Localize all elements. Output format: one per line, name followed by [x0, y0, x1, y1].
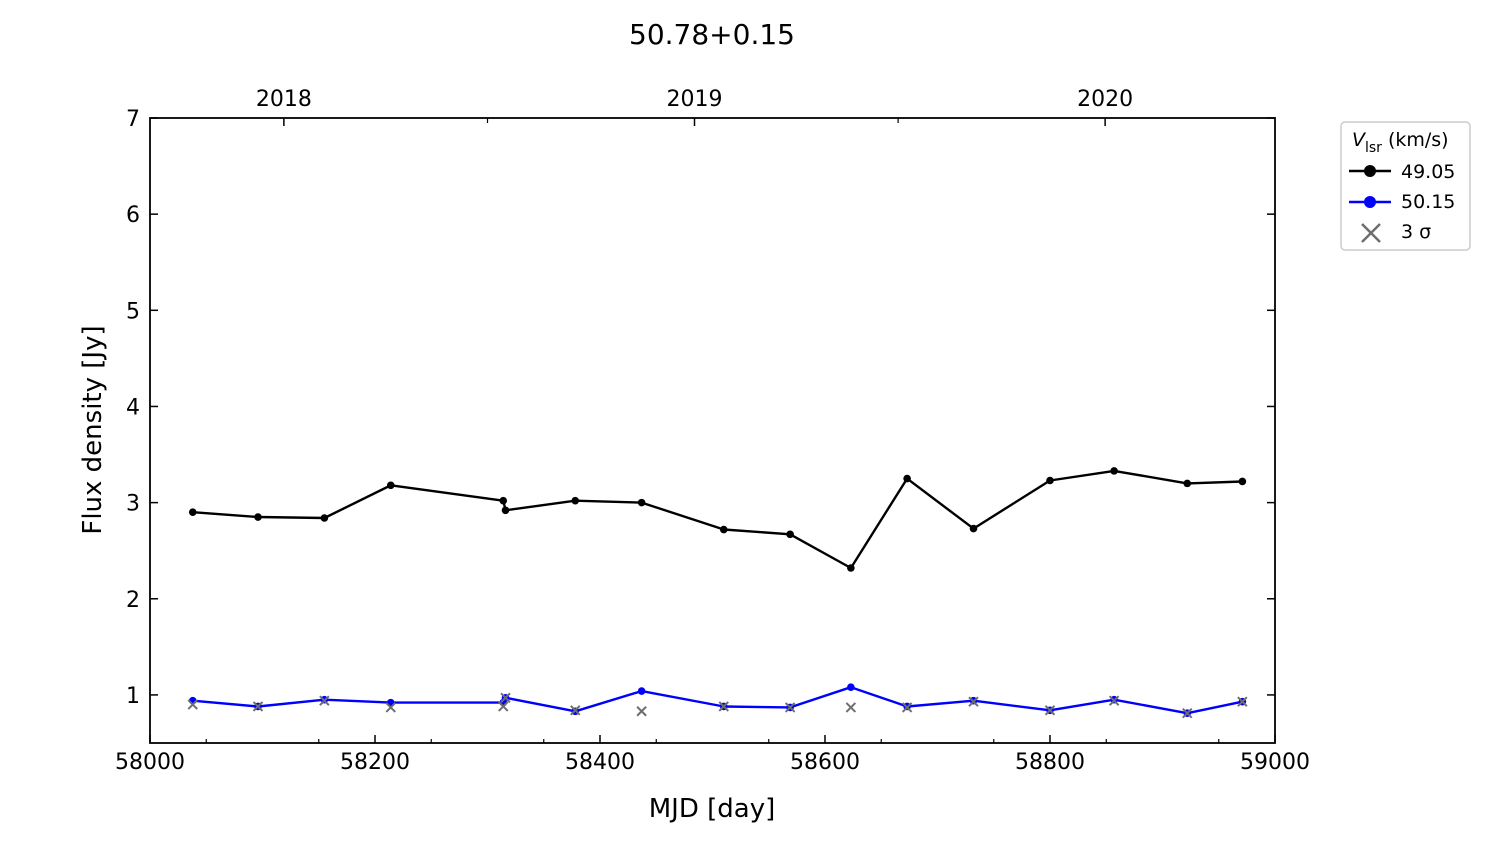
- plot-frame: [149, 117, 1276, 744]
- sigma-marker: [1108, 695, 1120, 706]
- series-1-point: [1110, 467, 1118, 475]
- sigma-marker: [784, 702, 796, 713]
- y-tick-label: 6: [126, 203, 140, 228]
- series-1-point: [188, 508, 197, 517]
- x-tick-label: 58800: [1015, 750, 1085, 775]
- x-tick-label: 59000: [1240, 750, 1310, 775]
- sigma-marker: [718, 701, 729, 712]
- series-line-1: [192, 469, 1243, 570]
- legend: Vlsr (km/s) 49.05 50.15 3 σ: [1340, 121, 1471, 251]
- series-1-point: [847, 564, 855, 572]
- series-1-point: [969, 524, 978, 533]
- chart-title: 50.78+0.15: [629, 18, 795, 51]
- sigma-marker: [1044, 705, 1056, 716]
- sigma-marker: [252, 701, 264, 712]
- legend-label-series-1: 49.05: [1401, 161, 1455, 183]
- sigma-marker: [187, 699, 198, 710]
- legend-title: Vlsr (km/s): [1352, 129, 1449, 156]
- series-1-point: [903, 474, 911, 483]
- series-1-point: [499, 496, 508, 505]
- series-1-point: [254, 513, 262, 521]
- legend-title-sub: lsr: [1365, 140, 1382, 156]
- y-tick-label: 1: [126, 684, 140, 709]
- series-1-point: [637, 498, 646, 507]
- series-1-point: [719, 525, 728, 534]
- y-tick-label: 3: [126, 492, 140, 517]
- legend-title-unit: (km/s): [1388, 129, 1449, 151]
- x-axis-label: MJD [day]: [649, 794, 776, 824]
- legend-marker-series-2: [1364, 196, 1376, 208]
- y-tick-label: 5: [126, 299, 140, 324]
- top-year-label: 2020: [1077, 87, 1133, 112]
- x-tick-label: 58000: [115, 750, 185, 775]
- legend-label-sigma: 3 σ: [1401, 221, 1431, 243]
- top-year-label: 2019: [667, 87, 723, 112]
- sigma-marker: [968, 696, 979, 707]
- series-1-point: [386, 481, 395, 490]
- sigma-marker: [500, 692, 511, 704]
- y-tick-label: 2: [126, 588, 140, 613]
- x-tick-label: 58400: [565, 750, 635, 775]
- sigma-marker: [570, 705, 581, 716]
- series-1-point: [320, 514, 329, 522]
- series-1-point: [1046, 476, 1054, 485]
- plot-area: 58000 58200 58400 58600 58800 59000 1 2 3 4 5 6 7 201…: [115, 87, 1310, 775]
- series-1-point: [1238, 477, 1247, 486]
- sigma-marker: [498, 701, 509, 712]
- series-1-point: [1183, 479, 1192, 488]
- sigma-marker: [636, 706, 647, 717]
- series-2-point: [637, 687, 646, 695]
- y-tick-label: 7: [126, 107, 140, 132]
- sigma-marker: [319, 695, 330, 706]
- legend-marker-sigma: [1361, 223, 1381, 243]
- legend-label-series-2: 50.15: [1401, 191, 1455, 213]
- legend-box: [1340, 121, 1471, 251]
- series-1-point: [501, 506, 510, 515]
- sigma-marker: [901, 702, 913, 713]
- x-tick-label: 58600: [790, 750, 860, 775]
- series-1-point: [786, 530, 794, 539]
- x-tick-label: 58200: [340, 750, 410, 775]
- series-2-point: [847, 683, 855, 692]
- legend-marker-series-1: [1364, 165, 1376, 177]
- legend-title-main: V: [1352, 129, 1367, 151]
- series-line-2: [192, 686, 1243, 715]
- sigma-marker: [1237, 696, 1248, 707]
- sigma-marker: [385, 702, 396, 713]
- sigma-marker: [1182, 707, 1193, 719]
- series-1-point: [571, 496, 580, 505]
- sigma-marker: [845, 702, 857, 713]
- y-axis-label: Flux density [Jy]: [78, 325, 108, 534]
- top-year-label: 2018: [256, 87, 312, 112]
- y-tick-label: 4: [126, 395, 140, 420]
